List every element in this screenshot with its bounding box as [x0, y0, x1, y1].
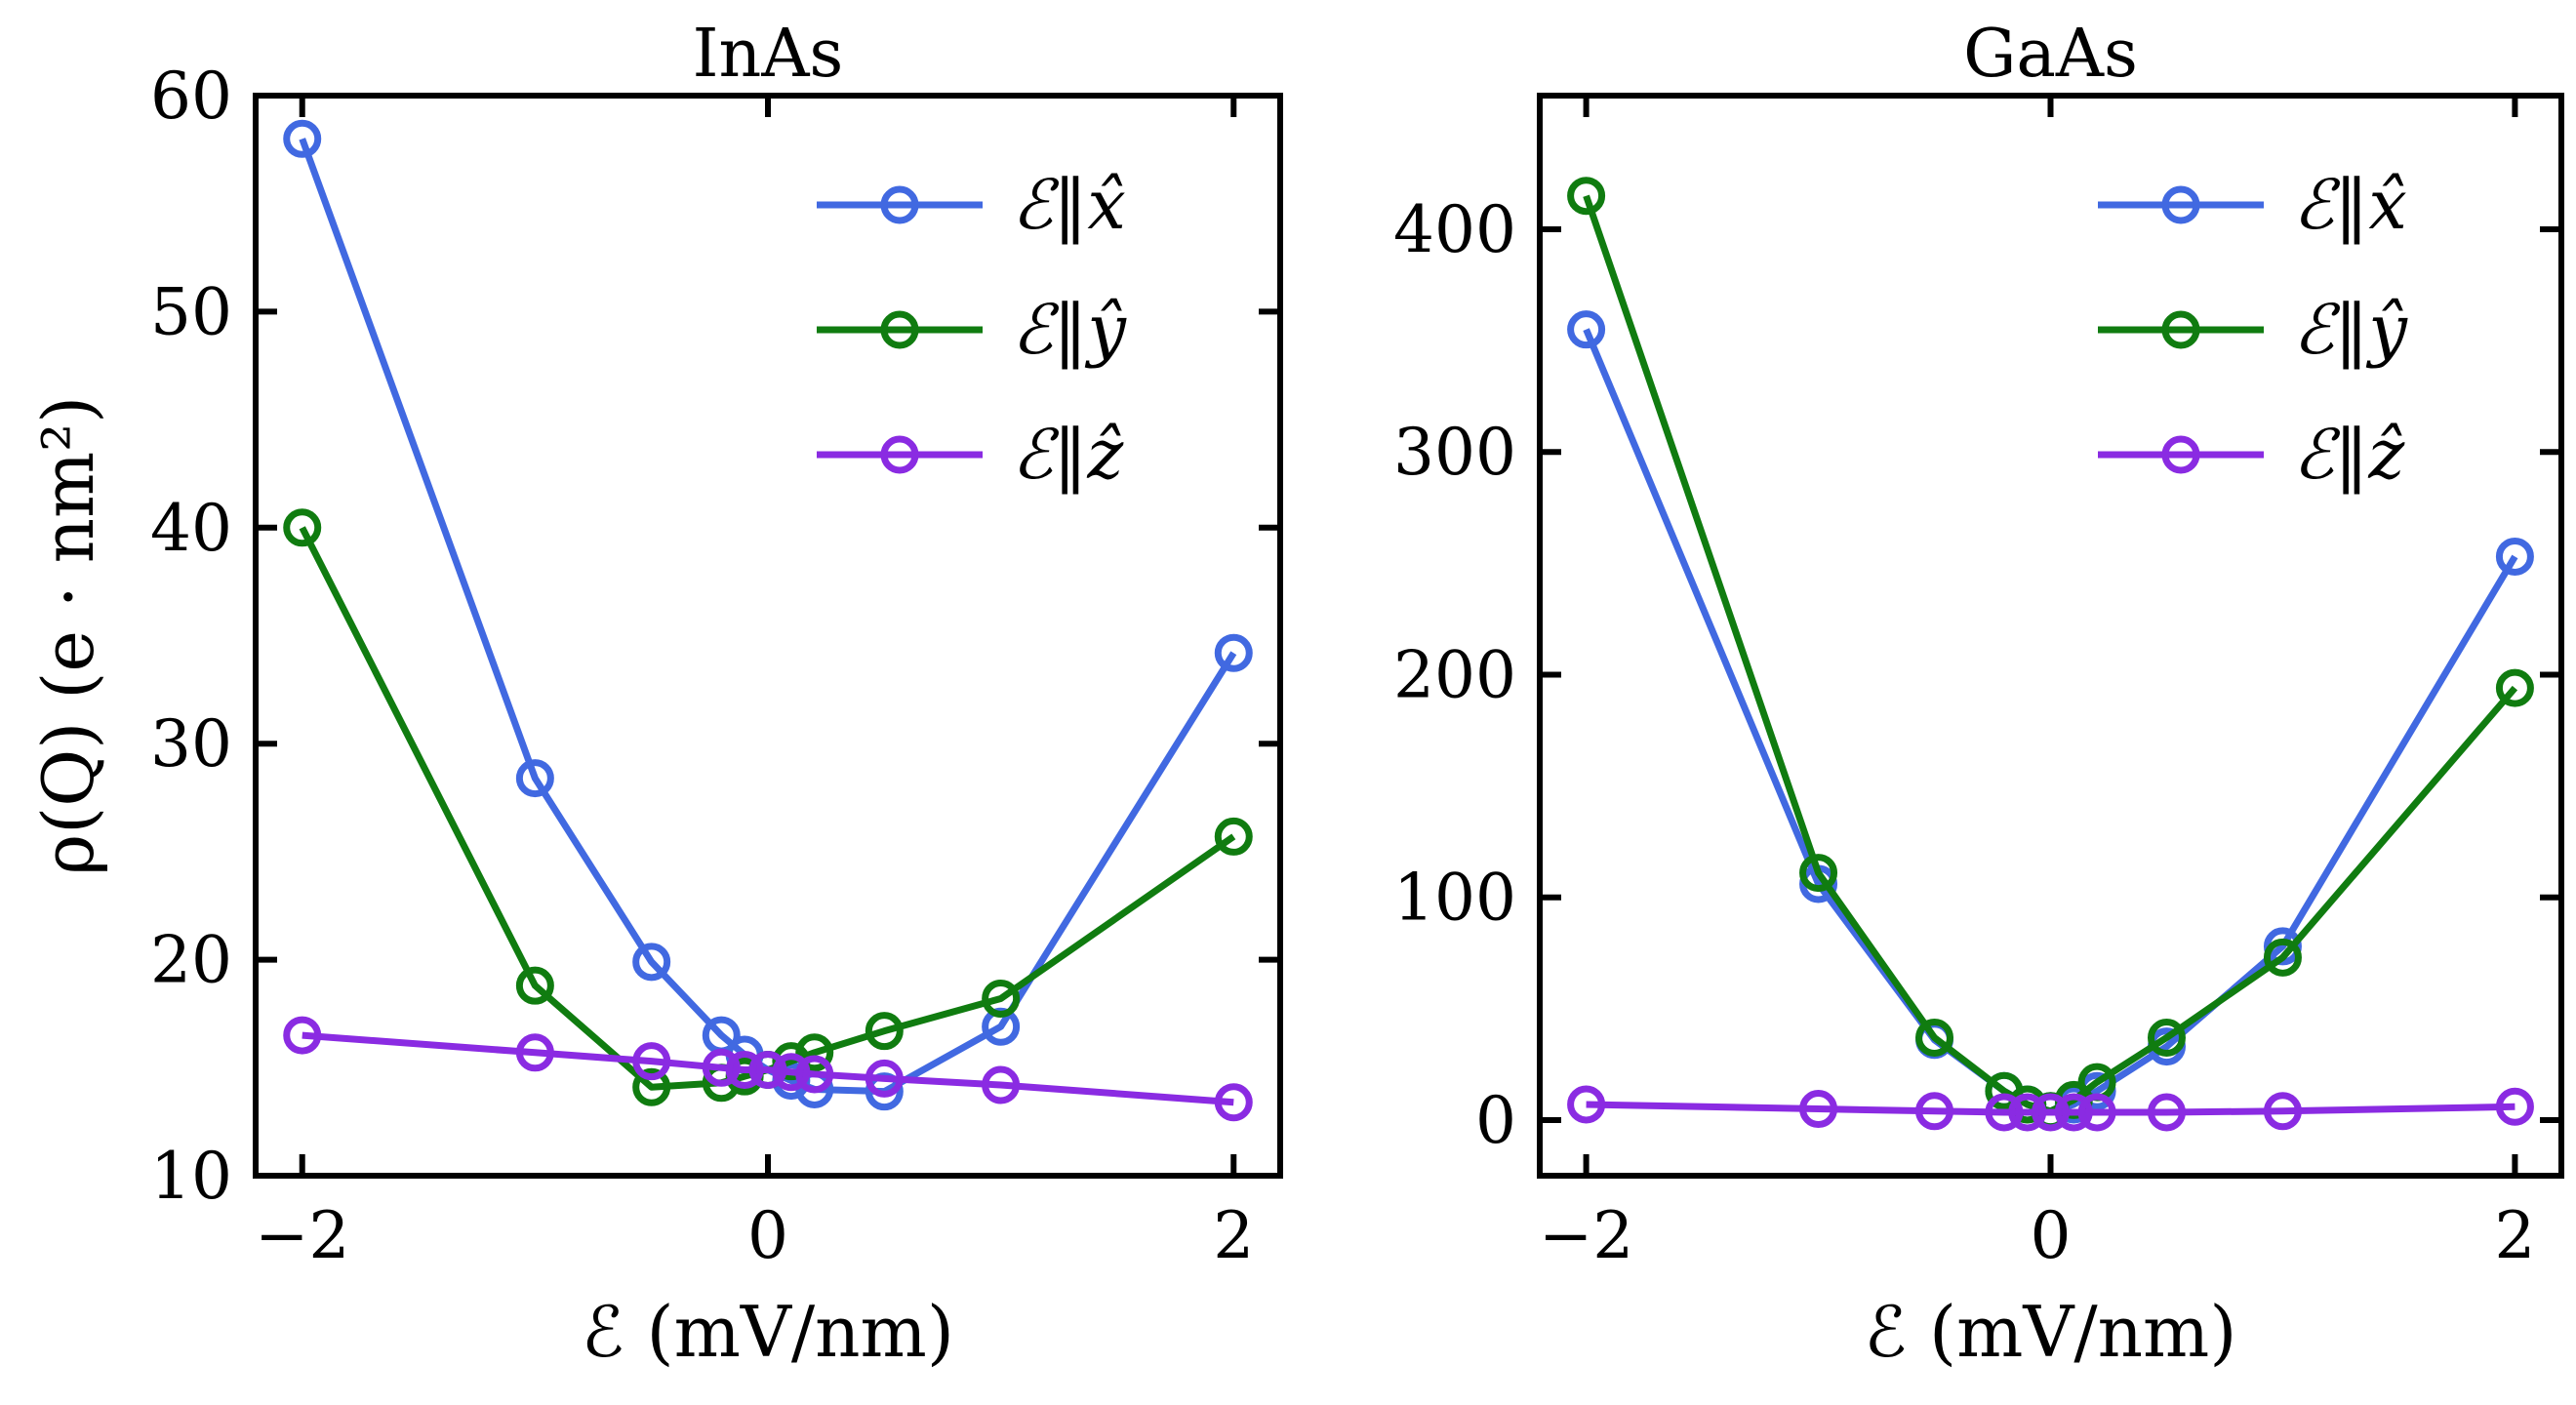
- y-tick-label: 10: [150, 1139, 232, 1214]
- data-point-s3: [2008, 1093, 2047, 1132]
- series-line-3: [1586, 1101, 2516, 1116]
- x-tick-label: −2: [1539, 1198, 1633, 1273]
- data-point-s3: [772, 1053, 811, 1092]
- data-point-s3: [2054, 1093, 2093, 1132]
- data-point-s1: [2495, 537, 2534, 576]
- data-point-s1: [1567, 310, 1606, 349]
- y-axis-title: ρ(Q) (e · nm²): [27, 396, 109, 875]
- data-point-s1: [2263, 927, 2302, 966]
- legend-marker-1: [880, 185, 919, 224]
- y-tick-label: 40: [150, 491, 232, 566]
- data-point-s3: [1567, 1085, 1606, 1124]
- y-tick-label: 100: [1393, 861, 1516, 936]
- data-point-s1: [632, 943, 671, 982]
- series-line-1: [299, 138, 1237, 1096]
- data-point-s3: [1799, 1090, 1838, 1129]
- y-tick-label: 60: [150, 59, 232, 134]
- panel-title-gaas: GaAs: [1963, 16, 2138, 93]
- data-point-s2: [982, 979, 1021, 1018]
- legend-label-1: ℰ‖x̂: [1012, 165, 1126, 245]
- legend-label-3: ℰ‖ẑ: [2293, 415, 2405, 495]
- panel-inas: −2 0 2 10 20 30 40 50 60 InAs ℰ (mV/nm) ρ(Q) (e · n…: [27, 16, 1283, 1373]
- data-point-s2: [2147, 1018, 2186, 1057]
- data-point-s3: [283, 1016, 322, 1055]
- legend-marker-2: [2161, 310, 2200, 349]
- y-tick-label: 200: [1393, 637, 1516, 712]
- series-line-2: [299, 526, 1236, 1091]
- data-point-s2: [795, 1033, 834, 1072]
- data-point-s1: [515, 759, 554, 798]
- y-tick-label: 300: [1393, 415, 1516, 490]
- y-tick-label: 0: [1475, 1083, 1516, 1158]
- data-point-s2: [1915, 1018, 1954, 1057]
- panel-gaas: −2 0 2 0 100 200 300 400 GaAs ℰ (mV/nm) ℰ‖x̂ ℰ‖ŷ ℰ‖ẑ: [1393, 16, 2564, 1373]
- plot-frame: [1537, 93, 2564, 1179]
- legend-marker-3: [2161, 435, 2200, 474]
- data-point-s3: [632, 1042, 671, 1081]
- y-tick-label: 20: [150, 923, 232, 998]
- legend-label-1: ℰ‖x̂: [2293, 165, 2407, 245]
- x-tick-label: 2: [2494, 1198, 2535, 1273]
- data-point-s3: [2495, 1087, 2534, 1126]
- x-tick-label: 0: [747, 1198, 788, 1273]
- data-point-s3: [982, 1065, 1021, 1104]
- data-point-s3: [2032, 1093, 2070, 1132]
- plot-frame: [253, 93, 1283, 1179]
- data-point-s3: [795, 1055, 834, 1094]
- x-tick-label: −2: [255, 1198, 349, 1273]
- legend-marker-1: [2161, 185, 2200, 224]
- data-point-s3: [515, 1033, 554, 1072]
- x-axis-title: ℰ (mV/nm): [582, 1291, 954, 1373]
- y-tick-label: 50: [150, 274, 232, 349]
- data-point-s3: [748, 1051, 787, 1090]
- x-axis-title: ℰ (mV/nm): [1865, 1291, 2237, 1373]
- data-point-s2: [283, 508, 322, 547]
- legend-label-3: ℰ‖ẑ: [1012, 415, 1124, 495]
- data-point-s3: [702, 1048, 741, 1087]
- data-point-s2: [1214, 817, 1253, 856]
- data-point-s2: [865, 1012, 904, 1051]
- data-point-s1: [283, 119, 322, 158]
- legend-marker-3: [880, 435, 919, 474]
- data-point-s3: [2263, 1092, 2302, 1131]
- data-point-s3: [1214, 1083, 1253, 1122]
- x-tick-label: 2: [1213, 1198, 1254, 1273]
- data-point-s2: [1799, 854, 1838, 893]
- data-point-s3: [2077, 1093, 2116, 1132]
- data-point-s3: [2147, 1093, 2186, 1132]
- y-tick-label: 30: [150, 706, 232, 782]
- data-point-s3: [865, 1059, 904, 1098]
- data-point-s2: [515, 966, 554, 1005]
- data-point-s2: [2495, 668, 2534, 707]
- data-point-s3: [1915, 1092, 1954, 1131]
- y-tick-label: 400: [1393, 192, 1516, 267]
- data-point-s3: [725, 1051, 764, 1090]
- series-line-3: [302, 1031, 1234, 1106]
- data-point-s1: [1214, 633, 1253, 672]
- data-point-s2: [632, 1067, 671, 1106]
- data-point-s3: [1985, 1093, 2024, 1132]
- data-point-s2: [1567, 177, 1606, 216]
- legend-label-2: ℰ‖ŷ: [1012, 290, 1127, 370]
- panel-title-inas: InAs: [693, 16, 844, 93]
- legend-marker-2: [880, 310, 919, 349]
- legend-label-2: ℰ‖ŷ: [2293, 290, 2408, 370]
- data-point-s2: [2263, 938, 2302, 977]
- x-tick-label: 0: [2031, 1198, 2072, 1273]
